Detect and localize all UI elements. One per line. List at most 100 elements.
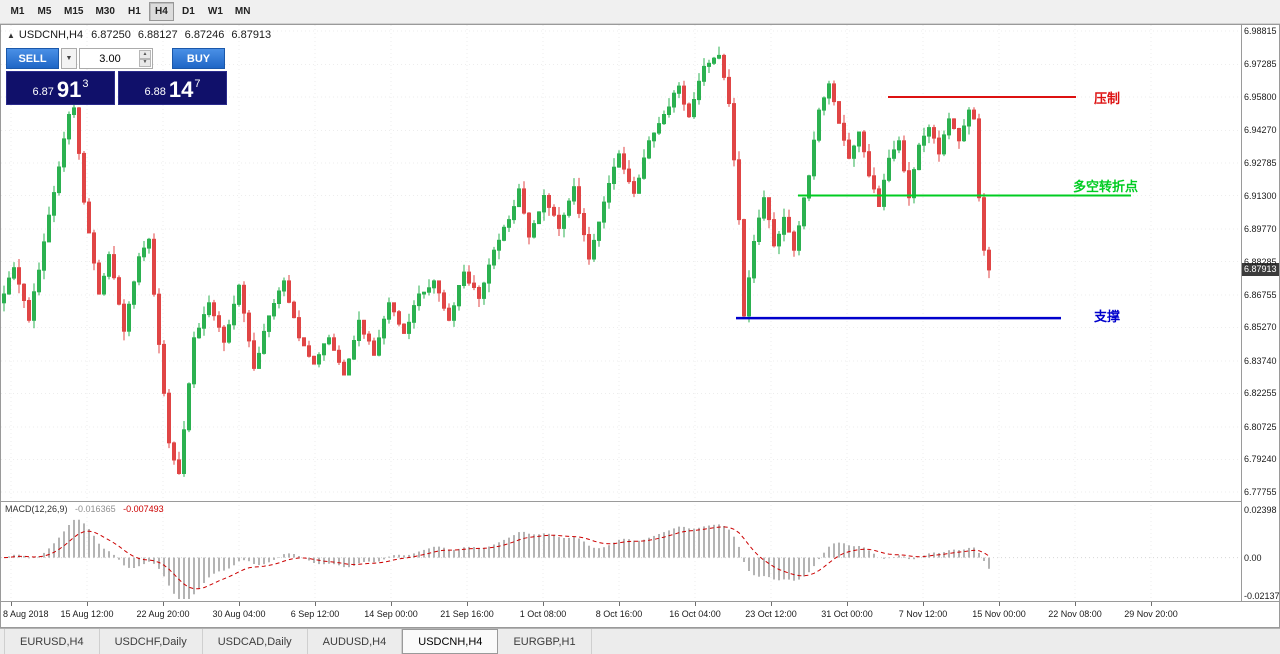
time-tick (1151, 602, 1152, 606)
time-axis-label: 31 Oct 00:00 (821, 609, 873, 619)
macd-axis-label: 0.02398 (1244, 505, 1277, 515)
volume-stepper: ▲ ▼ (139, 50, 151, 67)
ohlc-open: 6.87250 (91, 29, 131, 41)
time-tick (11, 602, 12, 606)
timeframe-toolbar: M1 M5 M15 M30 H1 H4 D1 W1 MN (0, 0, 1280, 24)
symbol-marker-icon: ▲ (7, 30, 15, 40)
time-axis-label: 15 Aug 12:00 (60, 609, 114, 619)
support-label: 支撑 (1094, 309, 1121, 324)
macd-axis-label: 0.00 (1244, 552, 1262, 563)
time-tick (771, 602, 772, 606)
macd-main-value: -0.016365 (75, 504, 116, 514)
time-axis-label: 15 Nov 00:00 (972, 609, 1026, 619)
volume-input[interactable] (80, 49, 152, 69)
buy-button[interactable]: BUY (172, 48, 225, 69)
chart-window: ▲ USDCNH,H4 6.87250 6.88127 6.87246 6.87… (0, 24, 1280, 628)
timeframe-mn-button[interactable]: MN (234, 6, 251, 17)
time-tick (467, 602, 468, 606)
timeframe-d1-button[interactable]: D1 (182, 6, 195, 17)
chart-tabs-bar: EURUSD,H4 USDCHF,Daily USDCAD,Daily AUDU… (0, 628, 1280, 654)
price-axis-label: 6.97285 (1244, 59, 1277, 70)
macd-axis-label: -0.02137 (1244, 591, 1280, 601)
price-axis-label: 6.77755 (1244, 487, 1277, 497)
sell-price-pip: 3 (82, 78, 89, 90)
ohlc-high: 6.88127 (137, 29, 178, 41)
chart-title: ▲ USDCNH,H4 6.87250 6.88127 6.87246 6.87… (7, 29, 278, 41)
time-tick (847, 602, 848, 606)
price-axis-label: 6.92785 (1244, 157, 1277, 168)
time-axis-label: 8 Oct 16:00 (595, 609, 643, 619)
timeframe-m30-button[interactable]: M30 (95, 6, 115, 17)
price-axis-label: 6.94270 (1244, 125, 1277, 136)
tab-eurgbp-h1[interactable]: EURGBP,H1 (498, 629, 592, 654)
macd-indicator-label: MACD(12,26,9) -0.016365 -0.007493 (5, 504, 164, 514)
time-tick (239, 602, 240, 606)
time-axis-label: 29 Nov 20:00 (1124, 609, 1178, 619)
tab-usdchf-daily[interactable]: USDCHF,Daily (100, 629, 203, 654)
tab-usdcad-daily[interactable]: USDCAD,Daily (203, 629, 308, 654)
timeframe-m1-button[interactable]: M1 (10, 6, 25, 17)
timeframe-w1-button[interactable]: W1 (207, 6, 223, 17)
one-click-trading-panel: SELL ▼ ▲ ▼ BUY (6, 48, 227, 105)
timeframe-m5-button[interactable]: M5 (37, 6, 52, 17)
timeframe-m15-button[interactable]: M15 (64, 6, 84, 17)
price-axis-label: 6.82255 (1244, 388, 1277, 399)
time-axis-label: 21 Sep 16:00 (440, 609, 494, 619)
price-axis[interactable]: 6.87913 6.98815 6.97285 6.95800 6.94270 6.92… (1241, 25, 1280, 601)
price-axis-label: 6.86755 (1244, 289, 1277, 300)
time-axis-divider (1, 601, 1279, 602)
time-tick (543, 602, 544, 606)
current-price-badge: 6.87913 (1242, 262, 1279, 276)
price-axis-label: 6.88285 (1244, 256, 1277, 267)
price-axis-label: 6.91300 (1244, 190, 1277, 201)
candlestick-chart[interactable] (1, 25, 1241, 601)
chevron-down-icon: ▼ (65, 55, 73, 62)
time-tick (999, 602, 1000, 606)
buy-price-pip: 7 (194, 78, 201, 90)
tab-usdcnh-h4[interactable]: USDCNH,H4 (402, 629, 499, 654)
time-tick (1075, 602, 1076, 606)
chevron-up-icon: ▲ (142, 50, 148, 57)
long-short-pivot-label: 多空转折点 (1073, 179, 1139, 194)
resistance-label: 压制 (1094, 91, 1121, 106)
sell-price-box[interactable]: 6.87 91 3 (6, 71, 115, 105)
volume-down-button[interactable]: ▼ (139, 58, 151, 67)
tab-audusd-h4[interactable]: AUDUSD,H4 (308, 629, 403, 654)
timeframe-h1-button[interactable]: H1 (128, 6, 141, 17)
time-axis-label: 1 Oct 08:00 (519, 609, 567, 619)
chevron-down-icon: ▼ (142, 59, 148, 66)
ohlc-low: 6.87246 (184, 29, 225, 41)
buy-price-big: 14 (168, 77, 194, 103)
buy-price-prefix: 6.88 (144, 86, 166, 98)
time-tick (695, 602, 696, 606)
time-axis-label: 22 Aug 20:00 (136, 609, 190, 619)
price-axis-label: 6.98815 (1244, 26, 1277, 36)
time-tick (87, 602, 88, 606)
price-axis-label: 6.95800 (1244, 91, 1277, 102)
price-axis-label: 6.83740 (1244, 355, 1277, 366)
volume-field: ▲ ▼ (79, 48, 153, 69)
time-axis-label: 23 Oct 12:00 (745, 609, 797, 619)
order-options-dropdown[interactable]: ▼ (61, 48, 77, 69)
timeframe-h4-button[interactable]: H4 (148, 2, 174, 21)
time-axis-label: 22 Nov 08:00 (1048, 609, 1102, 619)
ohlc-close: 6.87913 (231, 29, 272, 41)
chart-symbol-label: USDCNH,H4 (18, 29, 84, 41)
time-tick (391, 602, 392, 606)
sell-button[interactable]: SELL (6, 48, 59, 69)
price-axis-label: 6.89770 (1244, 223, 1277, 234)
time-tick (923, 602, 924, 606)
time-tick (619, 602, 620, 606)
time-axis[interactable]: 8 Aug 2018 15 Aug 12:00 22 Aug 20:00 30 Aug… (1, 602, 1279, 627)
macd-name: MACD(12,26,9) (5, 504, 68, 514)
sell-price-big: 91 (56, 77, 82, 103)
indicator-splitter[interactable] (1, 501, 1279, 502)
price-axis-label: 6.79240 (1244, 454, 1277, 465)
time-axis-label: 7 Nov 12:00 (898, 609, 948, 619)
buy-price-box[interactable]: 6.88 14 7 (118, 71, 227, 105)
volume-up-button[interactable]: ▲ (139, 50, 151, 59)
time-axis-label: 8 Aug 2018 (3, 609, 49, 619)
tab-eurusd-h4[interactable]: EURUSD,H4 (4, 629, 100, 654)
price-chart-canvas[interactable] (1, 25, 1241, 601)
time-tick (315, 602, 316, 606)
